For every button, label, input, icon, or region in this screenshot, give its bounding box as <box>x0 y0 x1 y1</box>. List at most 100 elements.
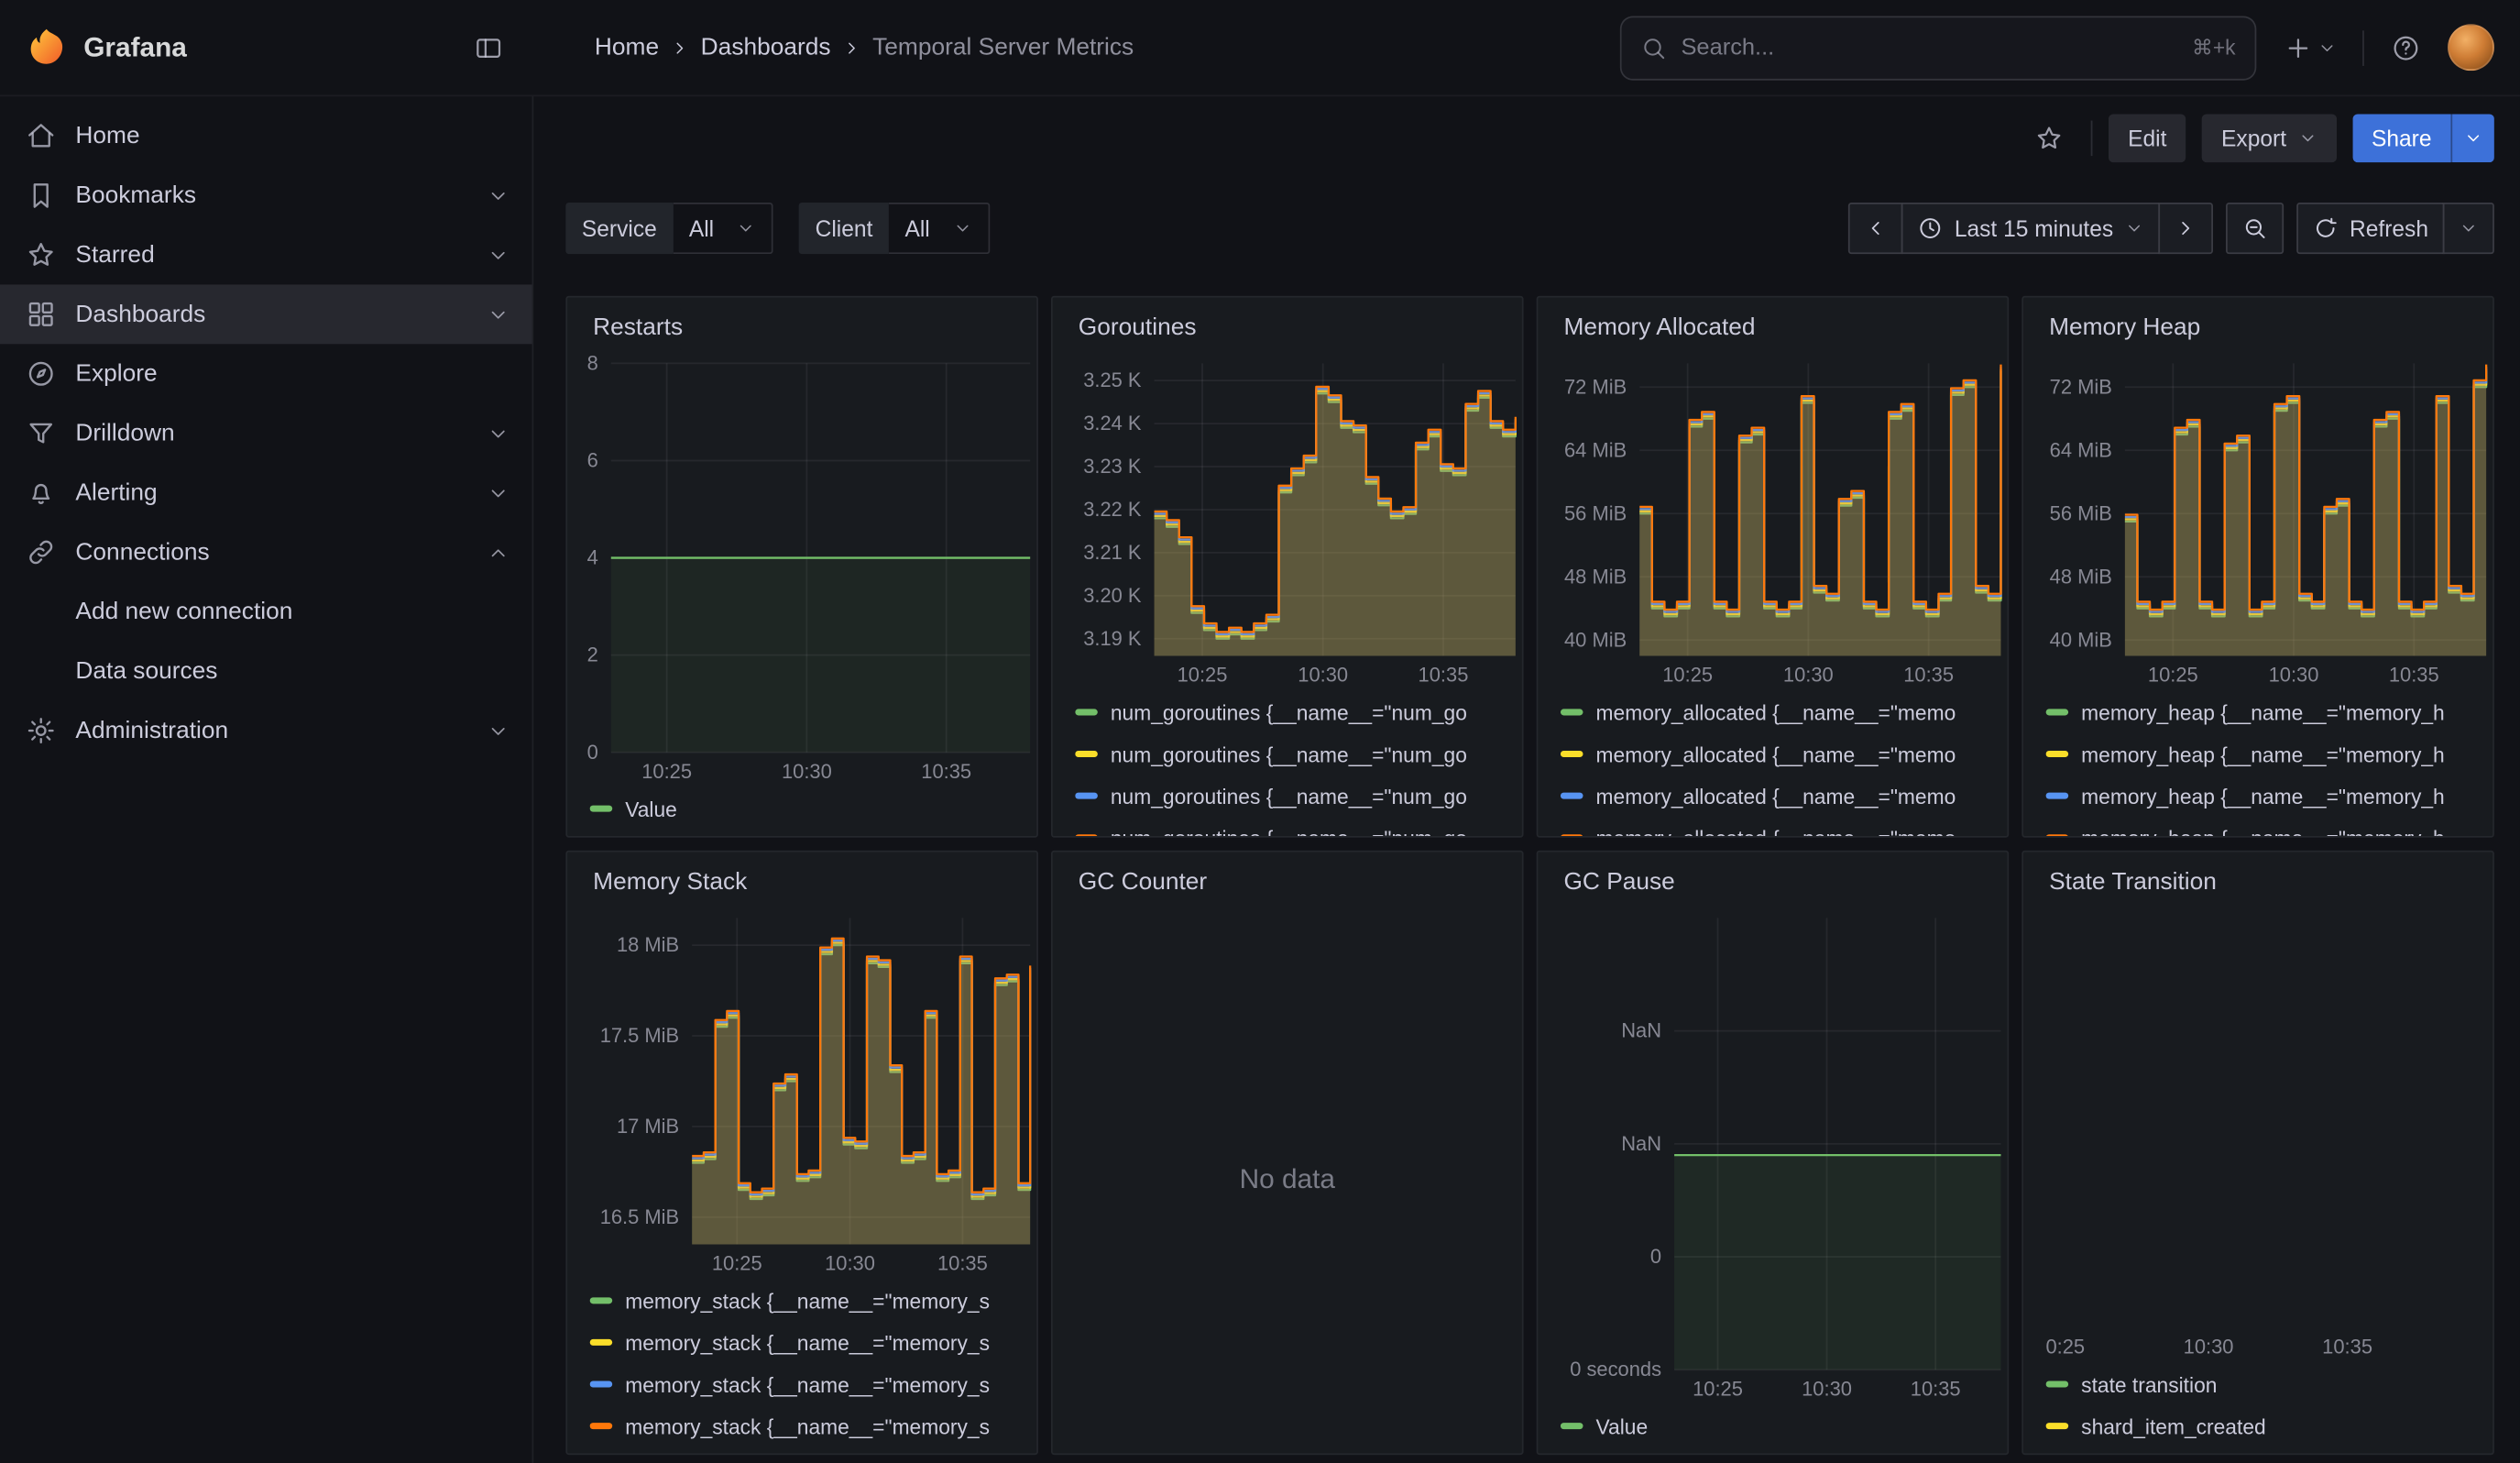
breadcrumb-item-home[interactable]: Home <box>595 34 659 61</box>
sidebar-item-home[interactable]: Home <box>0 106 532 166</box>
legend-item[interactable]: state transition <box>2046 1363 2493 1405</box>
legend-label: memory_allocated {__name__="memo <box>1596 784 1956 808</box>
time-back-button[interactable] <box>1848 203 1903 254</box>
variable-value-dropdown[interactable]: All <box>889 203 990 254</box>
chevron-down-icon[interactable] <box>487 481 509 504</box>
sidebar-item-drilldown[interactable]: Drilldown <box>0 403 532 463</box>
search-input[interactable]: Search... ⌘+k <box>1620 16 2257 80</box>
sidebar-item-explore[interactable]: Explore <box>0 344 532 403</box>
panel-gc-counter: GC CounterNo data <box>1051 851 1524 1455</box>
time-series-chart[interactable]: 18 MiB17.5 MiB17 MiB16.5 MiB10:2510:3010… <box>577 905 1038 1280</box>
time-series-chart[interactable]: 72 MiB64 MiB56 MiB48 MiB40 MiB10:2510:30… <box>2033 350 2494 691</box>
legend-item[interactable]: memory_heap {__name__="memory_h <box>2046 775 2493 817</box>
sidebar-item-alerting[interactable]: Alerting <box>0 463 532 522</box>
svg-text:10:35: 10:35 <box>1419 664 1469 687</box>
sidebar-item-add-new-connection[interactable]: Add new connection <box>0 582 532 642</box>
legend-item[interactable]: memory_allocated {__name__="memo <box>1561 733 2008 776</box>
legend-label: num_goroutines {__name__="num_go <box>1111 784 1467 808</box>
variable-label: Service <box>565 203 673 254</box>
chevron-down-icon[interactable] <box>487 244 509 267</box>
legend-item[interactable]: memory_allocated {__name__="memo <box>1561 775 2008 817</box>
time-series-chart[interactable]: NaNNaN00 seconds10:2510:3010:35 <box>1548 905 2009 1404</box>
panel-title[interactable]: State Transition <box>2023 852 2493 902</box>
chevron-up-icon[interactable] <box>487 541 509 564</box>
zoom-out-button[interactable] <box>2226 203 2284 254</box>
time-series-chart[interactable]: 3.25 K3.24 K3.23 K3.22 K3.21 K3.20 K3.19… <box>1062 350 1523 691</box>
panel-title[interactable]: GC Pause <box>1538 852 2007 902</box>
legend-item[interactable]: Value <box>1561 1405 2008 1447</box>
avatar[interactable] <box>2448 24 2494 71</box>
help-button[interactable] <box>2380 22 2431 73</box>
sidebar-item-starred[interactable]: Starred <box>0 226 532 285</box>
legend-item[interactable]: Value <box>590 787 1037 830</box>
sidebar-item-bookmarks[interactable]: Bookmarks <box>0 166 532 226</box>
legend: memory_allocated {__name__="memomemory_a… <box>1538 688 2007 836</box>
legend-marker <box>2046 1423 2069 1429</box>
panel-title[interactable]: Goroutines <box>1053 297 1522 346</box>
legend-label: memory_heap {__name__="memory_h <box>2081 826 2445 836</box>
chevron-down-icon[interactable] <box>487 422 509 445</box>
share-dropdown-button[interactable] <box>2451 115 2494 163</box>
legend-item[interactable]: num_goroutines {__name__="num_go <box>1075 817 1522 836</box>
legend-item[interactable]: memory_heap {__name__="memory_h <box>2046 691 2493 733</box>
dock-menu-icon[interactable] <box>463 22 514 73</box>
search-shortcut: ⌘+k <box>2192 35 2236 60</box>
sidebar-item-data-sources[interactable]: Data sources <box>0 642 532 701</box>
legend-item[interactable]: memory_stack {__name__="memory_s <box>590 1363 1037 1405</box>
svg-text:10:25: 10:25 <box>1662 664 1713 687</box>
legend-item[interactable]: num_goroutines {__name__="num_go <box>1075 733 1522 776</box>
legend-label: memory_stack {__name__="memory_s <box>625 1289 990 1313</box>
legend-label: num_goroutines {__name__="num_go <box>1111 700 1467 724</box>
legend-item[interactable]: shard_item_created <box>2046 1405 2493 1447</box>
chart-area: 3.25 K3.24 K3.23 K3.22 K3.21 K3.20 K3.19… <box>1053 347 1522 688</box>
grafana-logo[interactable] <box>26 27 68 69</box>
legend-item[interactable]: num_goroutines {__name__="num_go <box>1075 691 1522 733</box>
edit-button[interactable]: Edit <box>2109 115 2186 163</box>
panel-title[interactable]: Restarts <box>567 297 1036 346</box>
legend-item[interactable]: memory_allocated {__name__="memo <box>1561 691 2008 733</box>
panel-title[interactable]: GC Counter <box>1053 852 1522 902</box>
grafana-app: Grafana HomeDashboardsTemporal Server Me… <box>0 0 2520 1463</box>
variable-picker-client[interactable]: ClientAll <box>799 203 990 254</box>
add-button[interactable] <box>2273 22 2347 73</box>
variable-value-dropdown[interactable]: All <box>673 203 773 254</box>
legend-item[interactable]: num_goroutines {__name__="num_go <box>1075 775 1522 817</box>
legend: Value <box>567 785 1036 836</box>
time-series-chart[interactable]: 0:2510:3010:35 <box>2033 905 2494 1363</box>
svg-text:10:35: 10:35 <box>1903 664 1954 687</box>
chevron-down-icon[interactable] <box>487 720 509 742</box>
time-series-chart[interactable]: 72 MiB64 MiB56 MiB48 MiB40 MiB10:2510:30… <box>1548 350 2009 691</box>
panel-memory-heap: Memory Heap72 MiB64 MiB56 MiB48 MiB40 Mi… <box>2021 296 2494 838</box>
panel-title[interactable]: Memory Stack <box>567 852 1036 902</box>
legend-item[interactable]: memory_stack {__name__="memory_s <box>590 1405 1037 1447</box>
time-forward-button[interactable] <box>2158 203 2213 254</box>
panel-title[interactable]: Memory Allocated <box>1538 297 2007 346</box>
sidebar-item-administration[interactable]: Administration <box>0 701 532 761</box>
legend-label: memory_heap {__name__="memory_h <box>2081 742 2445 765</box>
refresh-interval-dropdown[interactable] <box>2443 203 2494 254</box>
chevron-down-icon <box>2297 128 2317 148</box>
svg-text:10:25: 10:25 <box>2148 664 2198 687</box>
chevron-down-icon[interactable] <box>487 184 509 207</box>
export-button[interactable]: Export <box>2202 115 2336 163</box>
legend-item[interactable]: memory_stack {__name__="memory_s <box>590 1322 1037 1364</box>
legend-marker <box>1561 751 1583 757</box>
chevron-down-icon[interactable] <box>487 303 509 326</box>
panel-title[interactable]: Memory Heap <box>2023 297 2493 346</box>
legend-item[interactable]: memory_stack {__name__="memory_s <box>590 1280 1037 1322</box>
refresh-button[interactable]: Refresh <box>2296 203 2444 254</box>
svg-text:10:35: 10:35 <box>2322 1336 2372 1358</box>
variable-picker-service[interactable]: ServiceAll <box>565 203 773 254</box>
legend-item[interactable]: memory_allocated {__name__="memo <box>1561 817 2008 836</box>
breadcrumb-item-dashboards[interactable]: Dashboards <box>701 34 831 61</box>
sidebar-item-connections[interactable]: Connections <box>0 522 532 582</box>
sidebar-item-dashboards[interactable]: Dashboards <box>0 284 532 344</box>
time-series-chart[interactable]: 8642010:2510:3010:35 <box>577 350 1038 787</box>
chart-area: 18 MiB17.5 MiB17 MiB16.5 MiB10:2510:3010… <box>567 902 1036 1277</box>
time-range-picker[interactable]: Last 15 minutes <box>1901 203 2160 254</box>
chevron-down-icon <box>2459 219 2478 238</box>
legend-item[interactable]: memory_heap {__name__="memory_h <box>2046 817 2493 836</box>
legend-item[interactable]: memory_heap {__name__="memory_h <box>2046 733 2493 776</box>
star-dashboard-button[interactable] <box>2023 113 2075 164</box>
share-button[interactable]: Share <box>2352 115 2451 163</box>
